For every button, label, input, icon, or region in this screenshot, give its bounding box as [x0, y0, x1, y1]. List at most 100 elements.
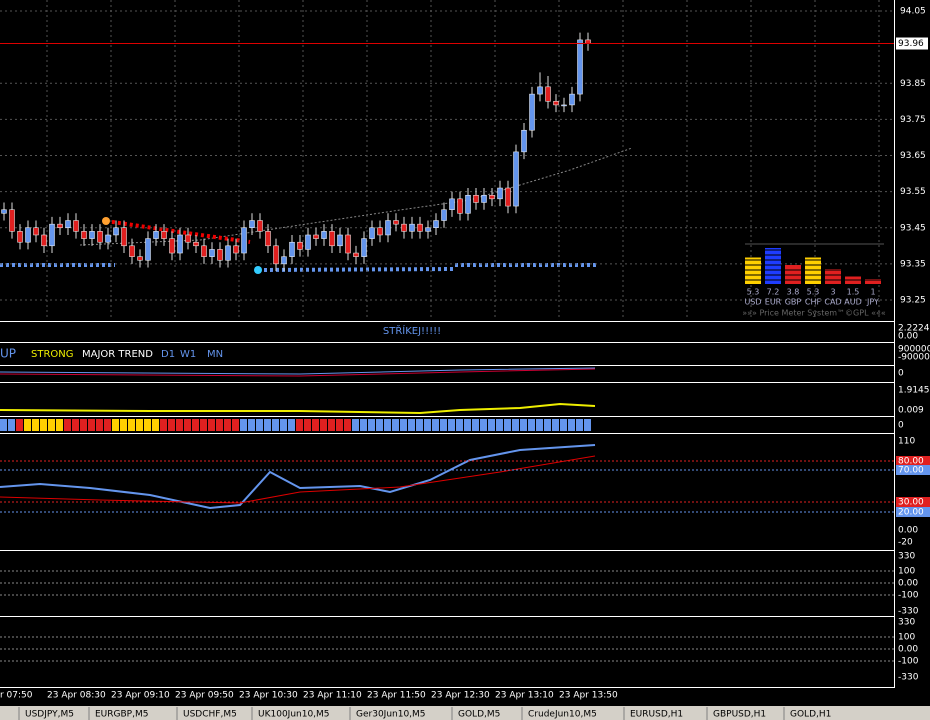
y-tick-label: 93.25: [900, 296, 926, 306]
axis-label: 110: [898, 437, 915, 447]
state-cell: [464, 419, 471, 431]
tab[interactable]: EURUSD,H1: [630, 710, 683, 720]
candle-body: [273, 245, 279, 265]
tab[interactable]: USDCHF,M5: [183, 710, 237, 720]
candle-body: [217, 249, 223, 261]
candle-body: [9, 209, 15, 232]
axis-label: 330: [898, 552, 915, 562]
level-box: [896, 465, 930, 475]
state-cell: [392, 419, 399, 431]
candle-body: [449, 198, 455, 210]
candle-body: [289, 241, 295, 257]
level-box: [896, 456, 930, 466]
meter-value: 3: [830, 288, 835, 297]
tab[interactable]: UK100Jun10,M5: [258, 710, 330, 720]
candle-body: [553, 101, 559, 106]
state-cell: [72, 419, 79, 431]
state-cell: [248, 419, 255, 431]
tab[interactable]: GBPUSD,H1: [713, 710, 766, 720]
state-cell: [120, 419, 127, 431]
candle-body: [577, 39, 583, 95]
candle-body: [457, 198, 463, 214]
tab[interactable]: Ger30Jun10,M5: [356, 710, 426, 720]
candle-body: [321, 231, 327, 239]
state-cell: [160, 419, 167, 431]
candle-body: [233, 245, 239, 254]
state-cell: [168, 419, 175, 431]
trend-text: MN: [207, 349, 223, 360]
candle-body: [561, 104, 567, 107]
time-label: r 07:50: [0, 691, 33, 701]
state-cell: [544, 419, 551, 431]
meter-currency: JPY: [866, 298, 879, 307]
axis-label: 100: [898, 633, 915, 643]
candle-body: [177, 234, 183, 254]
state-cell: [312, 419, 319, 431]
candle-body: [73, 220, 79, 232]
tab[interactable]: USDJPY,M5: [25, 710, 74, 720]
state-cell: [528, 419, 535, 431]
candle-body: [393, 220, 399, 225]
sar-start: [102, 217, 110, 225]
level-box: [896, 507, 930, 517]
candle-body: [369, 227, 375, 239]
state-cell: [568, 419, 575, 431]
tab[interactable]: CrudeJun10,M5: [528, 710, 597, 720]
candle-body: [465, 194, 471, 214]
state-cell: [240, 419, 247, 431]
state-cell: [128, 419, 135, 431]
state-cell: [576, 419, 583, 431]
state-cell: [552, 419, 559, 431]
sar-blue: [257, 267, 456, 272]
candle-body: [193, 241, 199, 247]
meter-value: 1: [870, 288, 875, 297]
candle-body: [529, 93, 535, 131]
axis-label: -9000000: [898, 353, 930, 363]
state-cell: [224, 419, 231, 431]
state-cell: [304, 419, 311, 431]
meter-currency: AUD: [844, 298, 862, 307]
meter-currency: CAD: [824, 298, 841, 307]
candle-body: [249, 220, 255, 228]
candle-body: [153, 231, 159, 239]
state-cell: [48, 419, 55, 431]
meter-currency: GBP: [785, 298, 802, 307]
candle-body: [305, 234, 311, 250]
moving-average: [79, 147, 633, 246]
axis-label: 80.00: [898, 457, 924, 467]
tab[interactable]: GOLD,H1: [790, 710, 831, 720]
cross-line: [0, 367, 596, 375]
meter-bar: [825, 269, 841, 284]
axis-label: 100: [898, 567, 915, 577]
time-label: 23 Apr 11:10: [303, 691, 362, 701]
axis-label: -100: [898, 657, 919, 667]
trend-text: W1: [180, 349, 196, 360]
state-cell: [88, 419, 95, 431]
state-cell: [328, 419, 335, 431]
candle-body: [161, 231, 167, 239]
tab[interactable]: EURGBP,M5: [95, 710, 148, 720]
candle-body: [145, 238, 151, 261]
y-tick-label: 94.05: [900, 7, 926, 17]
candle-body: [57, 223, 63, 228]
time-label: 23 Apr 09:10: [111, 691, 170, 701]
meter-bar: [765, 248, 781, 284]
state-cell: [264, 419, 271, 431]
candle-body: [225, 245, 231, 261]
state-cell: [56, 419, 63, 431]
candle-body: [585, 39, 591, 44]
candle-body: [361, 238, 367, 257]
state-cell: [448, 419, 455, 431]
rsi-signal: [0, 455, 596, 504]
candle-body: [385, 220, 391, 236]
tab[interactable]: GOLD,M5: [458, 710, 500, 720]
trend-text: UP: [0, 347, 16, 361]
candle-body: [417, 223, 423, 232]
state-cell: [504, 419, 511, 431]
state-cell: [320, 419, 327, 431]
axis-label: 9000000: [898, 345, 930, 355]
meter-currency: CHF: [805, 298, 822, 307]
axis-label: 330: [898, 618, 915, 628]
